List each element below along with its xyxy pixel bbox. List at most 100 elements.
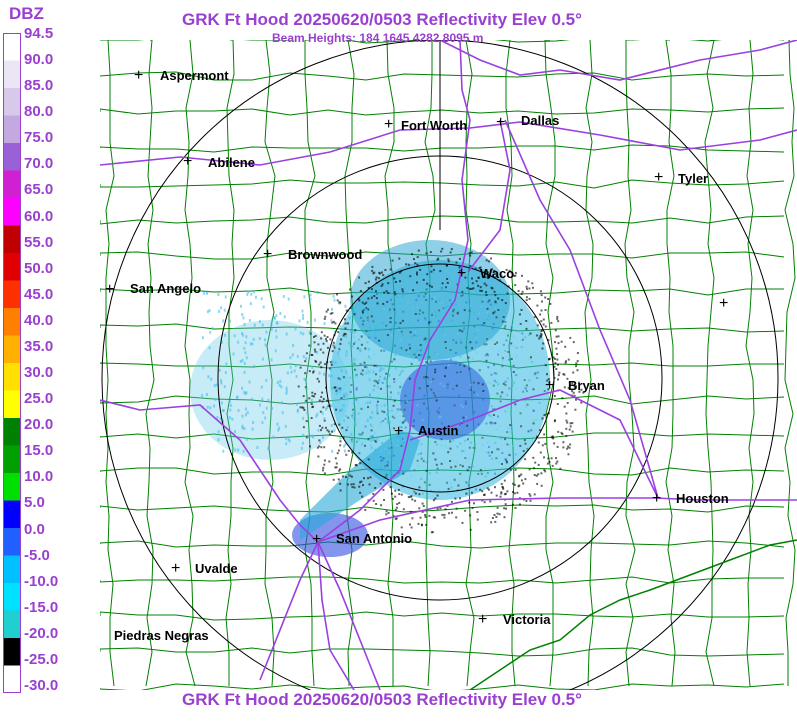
echo-pixel [546, 413, 549, 416]
echo-pixel [369, 435, 372, 439]
echo-pixel [465, 301, 468, 304]
echo-pixel [349, 376, 352, 379]
echo-pixel [393, 399, 396, 402]
echo-pixel [399, 371, 402, 375]
echo-pixel [400, 493, 403, 496]
echo-pixel [261, 421, 264, 425]
echo-pixel [295, 375, 298, 378]
city-label-uvalde: Uvalde [195, 561, 238, 576]
echo-pixel [413, 258, 415, 261]
echo-pixel [331, 312, 334, 315]
echo-pixel [493, 514, 496, 516]
echo-pixel [472, 381, 475, 384]
echo-pixel [431, 414, 434, 417]
echo-pixel [480, 289, 483, 292]
echo-pixel [327, 430, 330, 433]
echo-pixel [375, 503, 378, 505]
echo-pixel [398, 257, 401, 260]
echo-pixel [423, 338, 426, 341]
echo-pixel [275, 329, 277, 333]
echo-pixel [497, 461, 500, 464]
echo-pixel [393, 427, 395, 430]
echo-pixel [456, 424, 459, 427]
echo-pixel [401, 369, 404, 372]
echo-pixel [546, 373, 548, 376]
echo-pixel [547, 378, 550, 381]
echo-pixel [318, 380, 320, 383]
echo-pixel [316, 350, 319, 354]
echo-pixel [404, 394, 407, 397]
echo-speckle [201, 247, 585, 534]
echo-pixel [510, 271, 513, 274]
echo-pixel [407, 392, 410, 395]
echo-pixel [482, 390, 485, 392]
echo-pixel [389, 385, 392, 388]
echo-pixel [495, 457, 498, 460]
echo-pixel [395, 506, 398, 509]
echo-pixel [289, 365, 292, 369]
echo-pixel [468, 466, 471, 469]
echo-pixel [454, 465, 457, 468]
echo-pixel [303, 409, 306, 411]
echo-pixel [573, 385, 576, 388]
echo-pixel [435, 315, 437, 317]
echo-pixel [264, 416, 267, 420]
echo-pixel [547, 298, 550, 300]
echo-pixel [353, 357, 356, 361]
echo-pixel [505, 459, 508, 462]
echo-pixel [430, 270, 433, 273]
echo-pixel [565, 419, 568, 422]
echo-pixel [469, 383, 472, 386]
echo-pixel [533, 373, 536, 376]
city-marker-aspermont: + [134, 67, 144, 84]
echo-pixel [287, 437, 290, 441]
echo-pixel [372, 416, 375, 419]
echo-pixel [486, 311, 488, 314]
echo-pixel [378, 449, 381, 453]
echo-pixel [496, 341, 499, 344]
echo-pixel [380, 421, 383, 424]
echo-pixel [399, 346, 402, 350]
legend-tick-label: 55.0 [24, 233, 54, 251]
echo-pixel [411, 517, 414, 520]
echo-pixel [329, 312, 332, 315]
echo-pixel [501, 365, 504, 368]
echo-pixel [332, 341, 335, 344]
echo-pixel [440, 444, 443, 447]
echo-pixel [496, 392, 499, 395]
echo-pixel [539, 336, 542, 339]
echo-pixel [302, 355, 305, 359]
echo-pixel [323, 372, 325, 376]
echo-pixel [371, 425, 374, 428]
city-label-fort-worth: Fort Worth [401, 118, 468, 133]
echo-pixel [427, 395, 429, 398]
echo-pixel [471, 291, 474, 294]
echo-pixel [410, 363, 413, 366]
echo-pixel [276, 381, 279, 384]
echo-pixel [492, 322, 495, 325]
echo-pixel [557, 320, 560, 323]
city-label-abilene: Abilene [208, 155, 255, 170]
legend-swatch [3, 555, 21, 584]
echo-pixel [447, 304, 450, 307]
echo-pixel [450, 248, 453, 251]
echo-pixel [390, 492, 393, 495]
echo-pixel [556, 403, 559, 405]
echo-pixel [242, 449, 245, 453]
legend-swatch [3, 500, 21, 529]
echo-pixel [469, 341, 472, 344]
highway-us290 [409, 389, 659, 499]
echo-pixel [328, 374, 331, 378]
echo-pixel [464, 439, 467, 442]
echo-pixel [311, 365, 314, 369]
echo-pixel [455, 507, 458, 510]
echo-pixel [399, 338, 402, 341]
echo-pixel [526, 390, 528, 393]
echo-pixel [386, 300, 389, 303]
echo-pixel [391, 497, 394, 500]
echo-pixel [328, 433, 331, 436]
echo-pixel [225, 362, 228, 366]
echo-pixel [214, 397, 217, 401]
echo-pixel [446, 281, 449, 284]
